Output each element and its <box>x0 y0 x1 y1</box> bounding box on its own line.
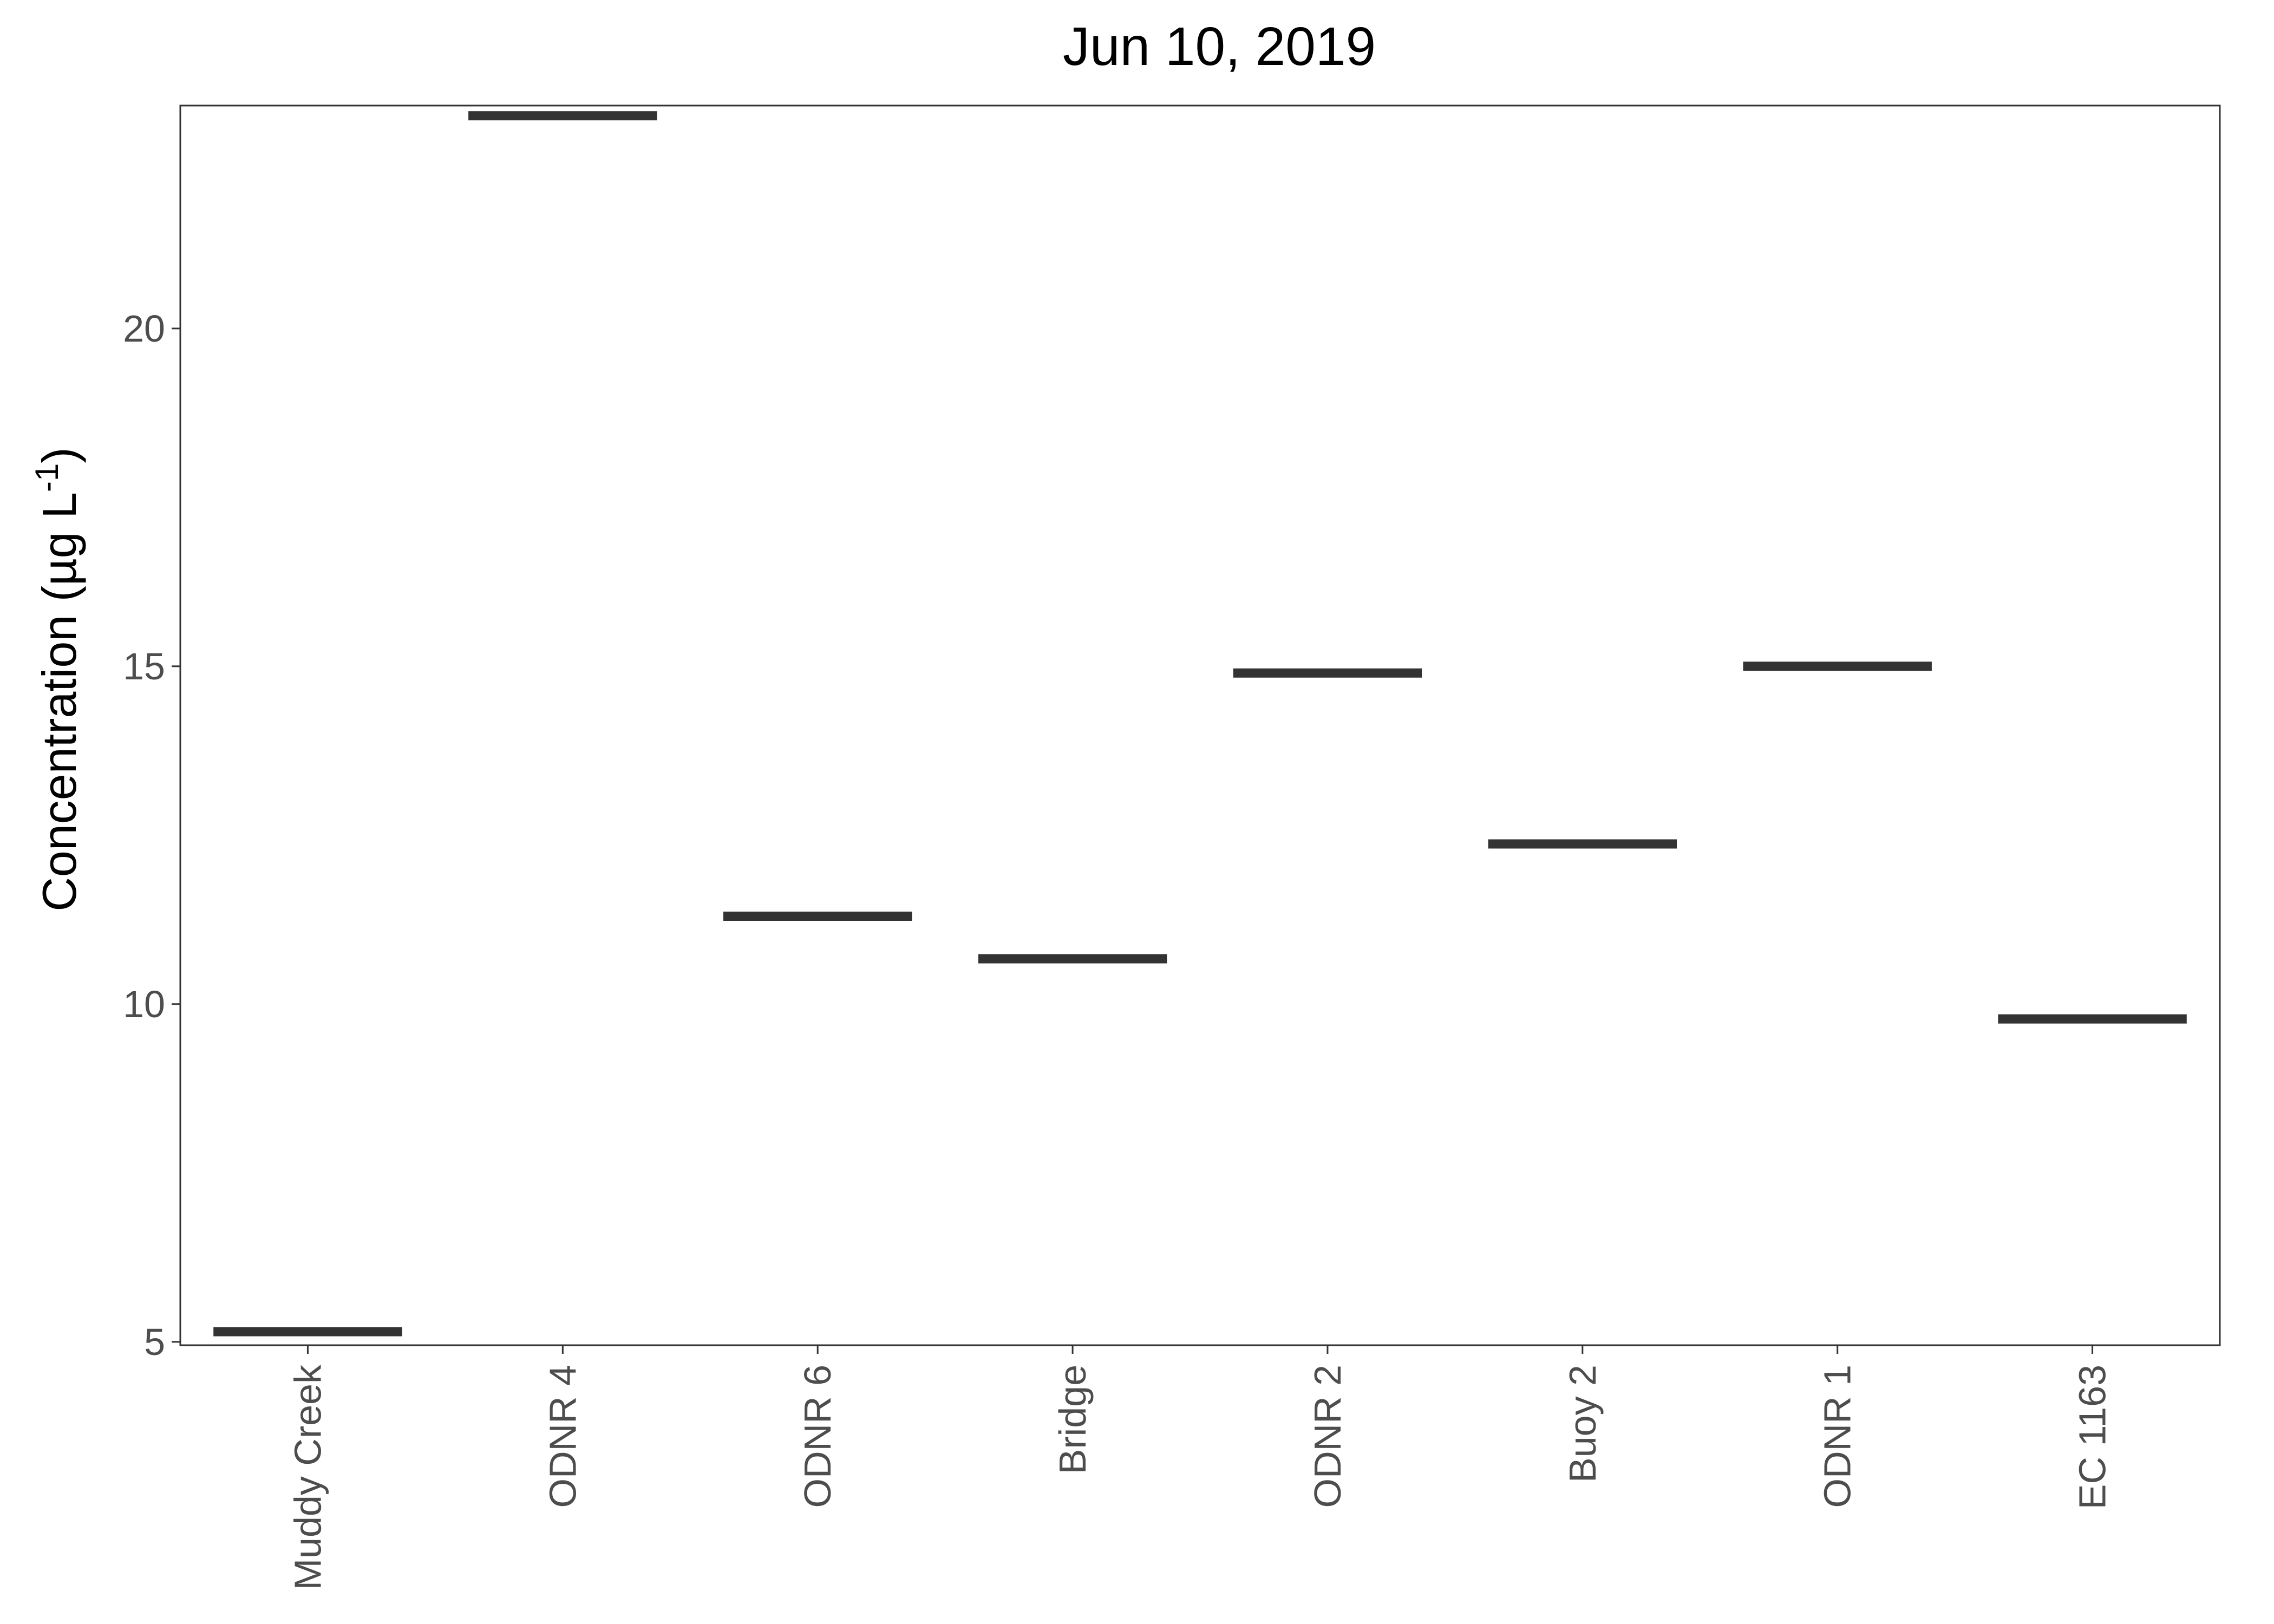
x-tick-label: Muddy Creek <box>286 1364 329 1590</box>
y-tick-label: 10 <box>123 983 165 1025</box>
y-tick-label: 5 <box>144 1321 165 1363</box>
y-axis: 5 10 15 20 <box>123 307 180 1363</box>
y-axis-title-superscript: -1 <box>29 463 65 492</box>
x-tick-label: EC 1163 <box>2072 1365 2114 1509</box>
x-tick-label: Buoy 2 <box>1561 1365 1604 1483</box>
x-tick-label: ODNR 4 <box>541 1365 584 1508</box>
y-tick-label: 20 <box>123 307 165 350</box>
y-tick-label: 15 <box>123 645 165 687</box>
y-axis-title-suffix: ) <box>32 447 86 463</box>
y-axis-title-main: Concentration (µg L <box>32 492 86 912</box>
x-tick-label: ODNR 1 <box>1816 1365 1859 1508</box>
x-tick-label: Bridge <box>1051 1365 1094 1474</box>
x-tick-label: ODNR 6 <box>796 1365 839 1508</box>
plot-panel <box>179 104 2221 1346</box>
data-marks <box>213 111 2187 1337</box>
x-tick-label: ODNR 2 <box>1306 1365 1349 1508</box>
x-axis: Muddy Creek ODNR 4 ODNR 6 Bridge ODNR 2 Buoy … <box>286 1345 2114 1590</box>
y-axis-title: Concentration (µg L-1) <box>29 447 87 911</box>
chart-title: Jun 10, 2019 <box>1063 16 1376 77</box>
